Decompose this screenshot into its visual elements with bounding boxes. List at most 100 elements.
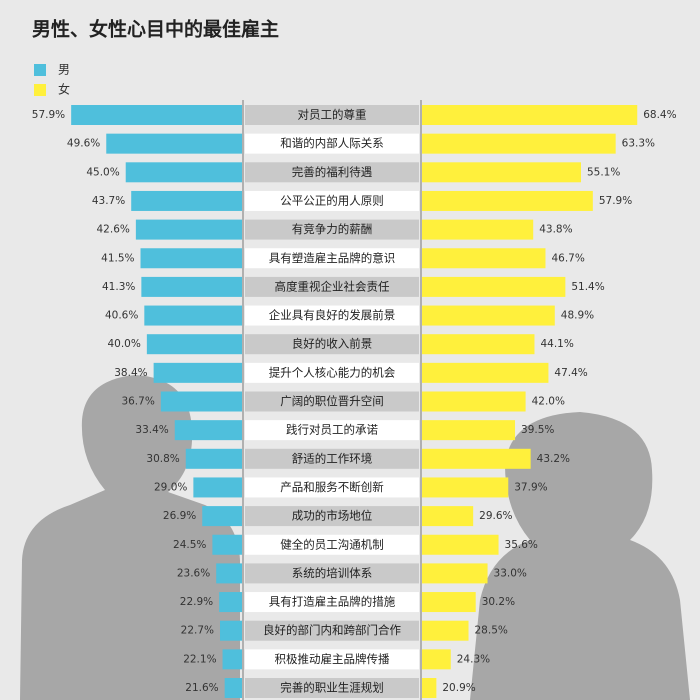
bar	[146, 334, 242, 355]
value-label: 37.9%	[514, 481, 547, 493]
category-label: 有竞争力的薪酬	[292, 222, 373, 236]
value-label: 43.2%	[537, 453, 570, 465]
bar	[422, 391, 526, 412]
bar	[422, 162, 581, 183]
bar	[106, 133, 243, 154]
value-label: 21.6%	[185, 682, 218, 694]
value-label: 43.7%	[92, 195, 125, 207]
bar	[422, 105, 638, 125]
category-label: 系统的培训体系	[292, 566, 373, 580]
legend: 男女	[34, 63, 70, 97]
value-label: 41.3%	[102, 281, 135, 293]
bar	[220, 620, 242, 641]
legend-swatch	[34, 64, 46, 76]
bar	[422, 448, 531, 469]
bar	[422, 305, 555, 326]
bar	[219, 592, 242, 613]
category-band	[245, 219, 419, 240]
value-label: 51.4%	[571, 281, 604, 293]
category-band	[245, 162, 419, 183]
value-label: 23.6%	[177, 567, 210, 579]
female-silhouette	[470, 412, 690, 700]
bar	[422, 362, 549, 383]
category-label: 公平公正的用人原则	[280, 193, 384, 207]
value-label: 30.8%	[146, 453, 179, 465]
bar	[222, 649, 242, 670]
bar	[422, 248, 546, 269]
bar	[422, 219, 534, 240]
value-label: 39.5%	[521, 424, 554, 436]
bar	[422, 334, 535, 355]
category-band	[245, 592, 419, 613]
bar	[135, 219, 242, 240]
value-label: 57.9%	[32, 109, 65, 121]
category-label: 企业具有良好的发展前景	[269, 308, 396, 322]
category-label: 提升个人核心能力的机会	[269, 365, 396, 379]
value-label: 44.1%	[540, 338, 573, 350]
category-band	[245, 248, 419, 269]
value-label: 45.0%	[86, 166, 119, 178]
bar	[141, 276, 242, 297]
category-label: 积极推动雇主品牌传播	[275, 652, 390, 666]
bar	[185, 448, 242, 469]
value-label: 36.7%	[121, 396, 154, 408]
bar	[422, 133, 616, 154]
value-label: 42.0%	[532, 396, 565, 408]
category-band	[245, 190, 419, 211]
category-label: 具有打造雇主品牌的措施	[269, 595, 396, 609]
bar	[160, 391, 242, 412]
bar	[422, 420, 516, 441]
category-label: 健全的员工沟通机制	[280, 537, 384, 551]
bar	[422, 506, 474, 527]
bar	[422, 649, 451, 670]
legend-label: 男	[58, 63, 70, 77]
bar	[153, 362, 242, 383]
value-label: 35.6%	[505, 539, 538, 551]
bar	[422, 276, 566, 297]
bar	[174, 420, 242, 441]
legend-label: 女	[58, 82, 70, 97]
legend-swatch	[34, 84, 46, 96]
value-label: 24.5%	[173, 539, 206, 551]
value-label: 63.3%	[622, 138, 655, 150]
category-band	[245, 133, 419, 154]
value-label: 68.4%	[643, 109, 676, 121]
value-label: 57.9%	[599, 195, 632, 207]
category-band	[245, 678, 419, 698]
bar	[422, 620, 469, 641]
bar	[422, 678, 437, 698]
category-label: 良好的部门内和跨部门合作	[263, 623, 401, 637]
category-label: 对员工的尊重	[298, 108, 367, 122]
bar	[71, 105, 242, 125]
category-band	[245, 506, 419, 527]
category-label: 舒适的工作环境	[292, 451, 373, 465]
category-label: 和谐的内部人际关系	[280, 136, 384, 150]
value-label: 22.9%	[180, 596, 213, 608]
value-label: 42.6%	[97, 224, 130, 236]
value-label: 46.7%	[551, 252, 584, 264]
value-label: 41.5%	[101, 252, 134, 264]
category-label: 良好的收入前景	[292, 337, 373, 351]
category-band	[245, 534, 419, 555]
bar	[422, 592, 476, 613]
value-label: 55.1%	[587, 166, 620, 178]
value-label: 33.0%	[494, 567, 527, 579]
bar	[125, 162, 242, 183]
value-label: 22.7%	[181, 625, 214, 637]
bar	[422, 534, 499, 555]
category-band	[245, 420, 419, 441]
category-band	[245, 105, 419, 125]
value-label: 28.5%	[475, 625, 508, 637]
value-label: 29.6%	[479, 510, 512, 522]
category-label: 具有塑造雇主品牌的意识	[269, 251, 396, 265]
bar	[144, 305, 242, 326]
category-label: 践行对员工的承诺	[286, 423, 378, 437]
value-label: 20.9%	[442, 682, 475, 694]
category-band	[245, 477, 419, 498]
value-label: 48.9%	[561, 310, 594, 322]
value-label: 47.4%	[554, 367, 587, 379]
bar	[140, 248, 242, 269]
value-label: 33.4%	[135, 424, 168, 436]
category-label: 产品和服务不断创新	[280, 480, 384, 494]
